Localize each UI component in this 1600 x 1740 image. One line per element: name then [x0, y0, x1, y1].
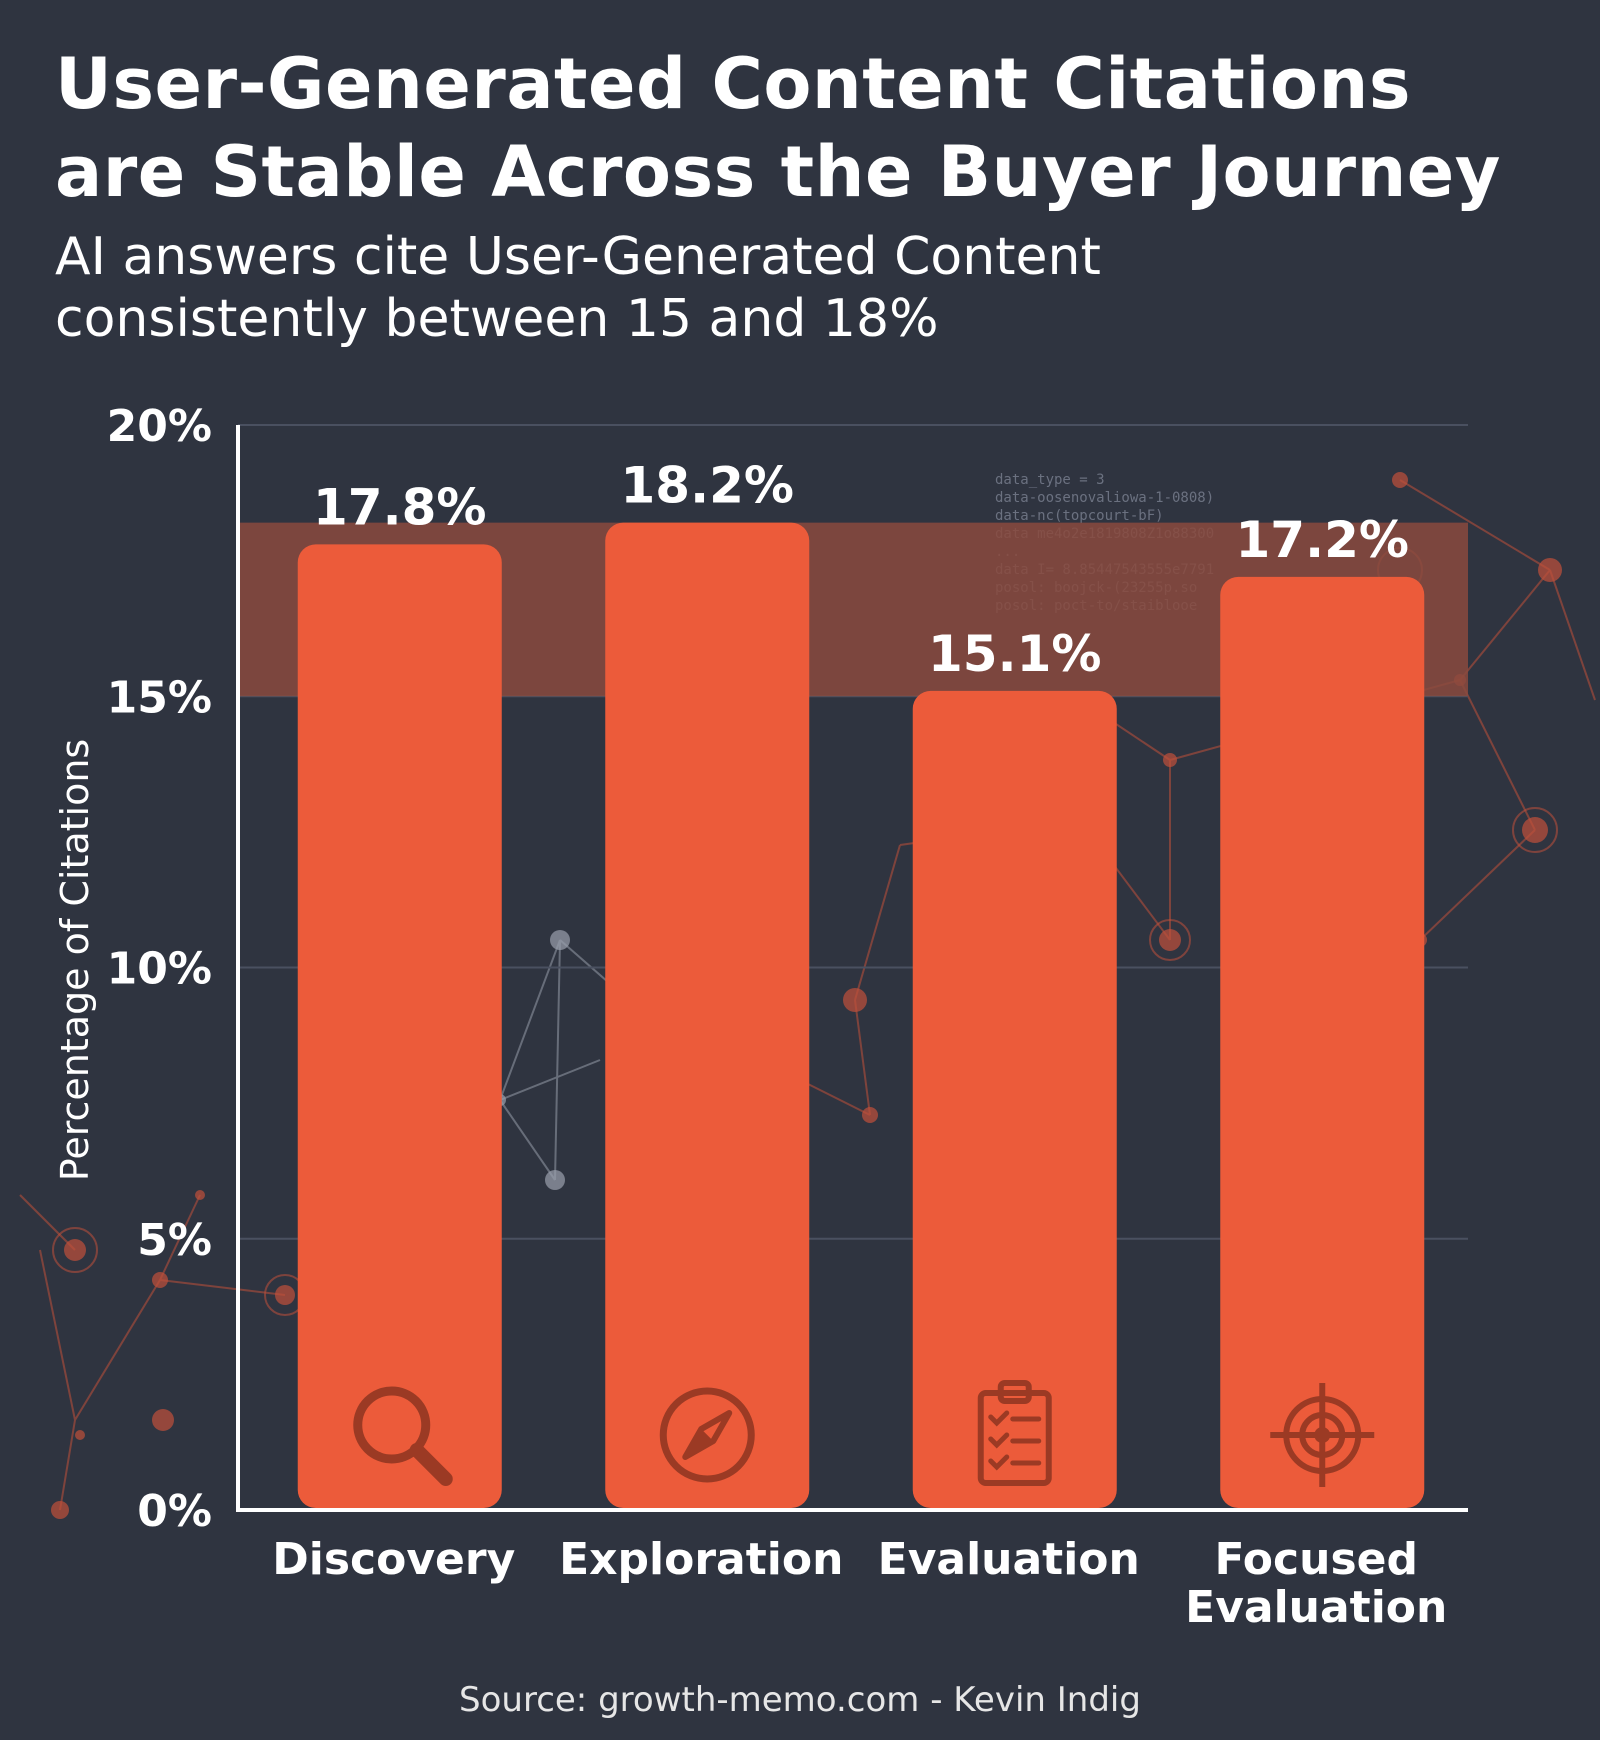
bar-value-label: 17.8%	[313, 478, 486, 536]
background-code-line: data-oosenovaliowa-1-0808)	[995, 490, 1214, 506]
chart-subtitle: AI answers cite User-Generated Content c…	[55, 226, 1505, 350]
bar-group: 15.1% Evaluation	[878, 625, 1140, 1585]
bar-group: 17.2% Focused Evaluation	[1185, 511, 1447, 1633]
y-tick-label: 15%	[107, 672, 212, 723]
bar	[912, 690, 1117, 1508]
chart-title-line-2: are Stable Across the Buyer Journey	[55, 131, 1501, 213]
source-credit: Source: growth-memo.com - Kevin Indig	[459, 1680, 1141, 1720]
chart-subtitle-line-2: consistently between 15 and 18%	[55, 289, 939, 349]
y-tick-label: 0%	[137, 1486, 212, 1537]
y-tick-label: 20%	[107, 401, 212, 452]
y-tick-label: 5%	[137, 1215, 212, 1266]
x-category-label: Evaluation	[878, 1534, 1140, 1585]
bar-group: 18.2% Exploration	[559, 457, 843, 1585]
bar-value-label: 17.2%	[1236, 511, 1409, 569]
x-category-label: Discovery	[272, 1534, 515, 1585]
y-tick-label: 10%	[107, 944, 212, 995]
bar	[1220, 576, 1425, 1508]
clipboard-checklist-icon	[977, 1380, 1052, 1486]
bar-value-label: 15.1%	[928, 625, 1101, 683]
chart-subtitle-line-1: AI answers cite User-Generated Content	[55, 227, 1101, 287]
x-category-label: Focused Evaluation	[1185, 1534, 1447, 1633]
bar	[297, 544, 502, 1508]
y-axis-label: Percentage of Citations	[53, 739, 97, 1181]
bar-group: 17.8% Discovery	[272, 478, 515, 1585]
x-category-label: Exploration	[559, 1534, 843, 1585]
chart-title: User-Generated Content Citations are Sta…	[55, 40, 1555, 216]
magnifier-icon	[353, 1386, 453, 1486]
target-icon	[1270, 1383, 1375, 1487]
bar-value-label: 18.2%	[621, 457, 794, 515]
background-code-line: data_type = 3	[995, 472, 1105, 488]
compass-icon	[659, 1387, 755, 1483]
background-code-line: data-nc(topcourt-bF)	[995, 508, 1164, 524]
bar	[605, 522, 810, 1508]
chart-title-line-1: User-Generated Content Citations	[55, 43, 1411, 125]
